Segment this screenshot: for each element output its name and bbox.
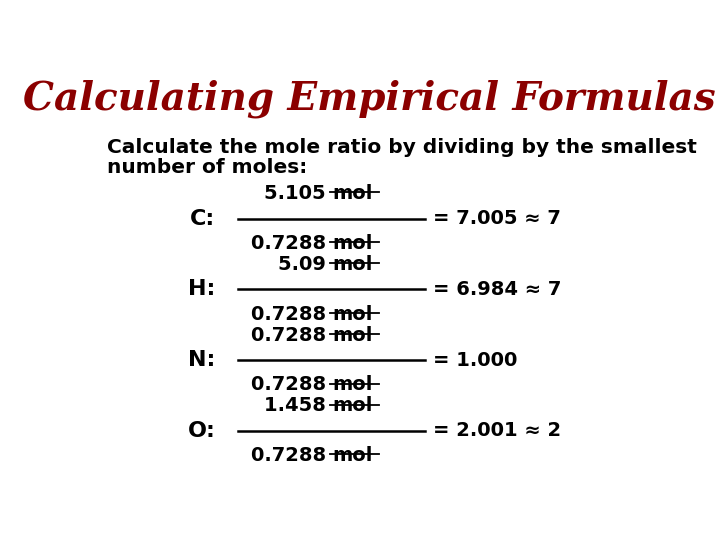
Text: 0.7288: 0.7288 [251,305,333,324]
Text: mol: mol [333,396,373,415]
Text: Calculating Empirical Formulas: Calculating Empirical Formulas [23,79,715,118]
Text: mol: mol [333,446,373,465]
Text: mol: mol [333,375,373,394]
Text: mol: mol [333,305,373,324]
Text: mol: mol [333,184,373,203]
Text: 0.7288: 0.7288 [251,326,333,345]
Text: O:: O: [188,421,215,441]
Text: number of moles:: number of moles: [107,158,307,177]
Text: H:: H: [188,279,215,299]
Text: mol: mol [333,255,373,274]
Text: 0.7288: 0.7288 [251,375,333,394]
Text: = 6.984 ≈ 7: = 6.984 ≈ 7 [433,280,562,299]
Text: 5.09: 5.09 [278,255,333,274]
Text: C:: C: [190,208,215,228]
Text: = 2.001 ≈ 2: = 2.001 ≈ 2 [433,421,562,440]
Text: mol: mol [333,234,373,253]
Text: 0.7288: 0.7288 [251,234,333,253]
Text: 1.458: 1.458 [264,396,333,415]
Text: N:: N: [188,350,215,370]
Text: mol: mol [333,326,373,345]
Text: = 7.005 ≈ 7: = 7.005 ≈ 7 [433,209,561,228]
Text: Calculate the mole ratio by dividing by the smallest: Calculate the mole ratio by dividing by … [107,138,697,157]
Text: = 1.000: = 1.000 [433,350,518,369]
Text: 5.105: 5.105 [264,184,333,203]
Text: 0.7288: 0.7288 [251,446,333,465]
